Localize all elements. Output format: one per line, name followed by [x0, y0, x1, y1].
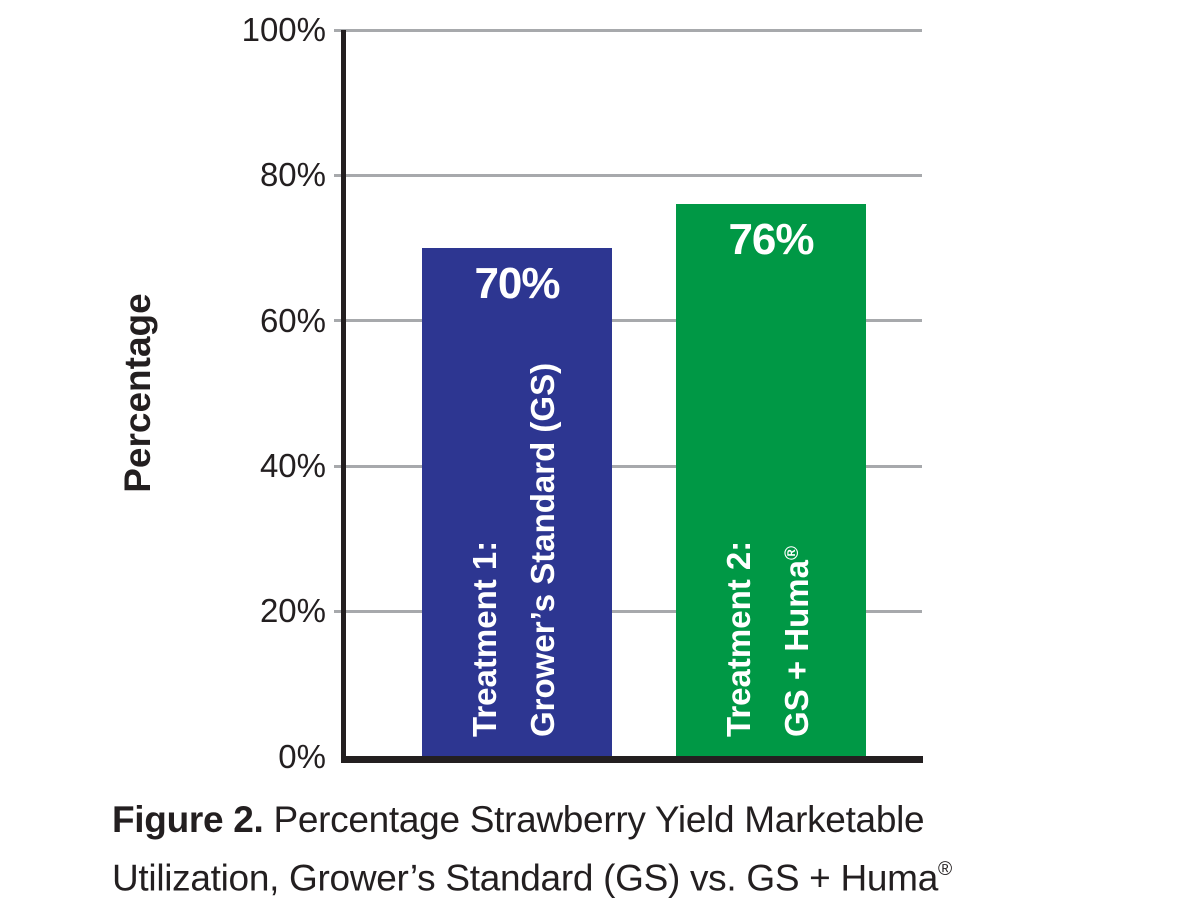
gridline-60 [334, 319, 922, 322]
bar-category-label-treatment-1: Treatment 1: Grower’s Standard (GS) [459, 363, 569, 737]
y-tick-label-20: 20% [259, 592, 326, 629]
bar-treatment-2-gs-plus-huma: 76% Treatment 2: GS + Huma® [676, 204, 866, 757]
x-axis-line [341, 756, 923, 763]
gridline-100 [334, 29, 922, 32]
y-tick-label-40: 40% [259, 447, 326, 484]
bar-category-line-2: Grower’s Standard (GS) [524, 362, 561, 737]
y-axis-line [341, 30, 346, 763]
plot-area: 100% 80% 60% 40% 20% 0% 70% Treatment 1:… [242, 11, 923, 775]
bar-category-line-1: Treatment 2: [720, 540, 757, 737]
bar-category-label-treatment-2: Treatment 2: GS + Huma® [713, 541, 823, 737]
caption-line-1: Figure 2. Percentage Strawberry Yield Ma… [112, 799, 925, 840]
gridline-40 [334, 465, 922, 468]
gridline-80 [334, 174, 922, 177]
y-tick-label-60: 60% [259, 302, 326, 339]
caption-figure-number: Figure 2. [112, 799, 264, 840]
gridline-20 [334, 610, 922, 613]
bar-category-line-2: GS + Huma® [778, 545, 815, 737]
y-tick-label-100: 100% [241, 11, 326, 48]
y-tick-label-0: 0% [278, 738, 326, 775]
registered-mark: ® [782, 545, 803, 561]
y-tick-label-80: 80% [259, 156, 326, 193]
bar-category-line-1: Treatment 1: [466, 540, 503, 737]
bar-value-label-treatment-1: 70% [474, 259, 560, 309]
caption-line-2: Utilization, Grower’s Standard (GS) vs. … [112, 857, 952, 899]
registered-mark: ® [937, 859, 952, 880]
figure-caption: Figure 2. Percentage Strawberry Yield Ma… [112, 794, 952, 900]
bar-treatment-1-growers-standard: 70% Treatment 1: Grower’s Standard (GS) [422, 248, 612, 757]
bar-value-label-treatment-2: 76% [728, 215, 814, 265]
